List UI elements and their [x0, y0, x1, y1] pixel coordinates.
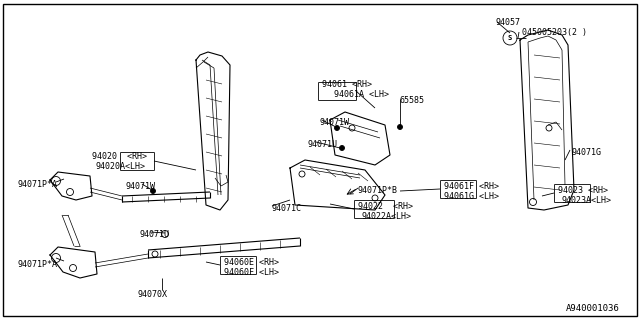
Text: 94071U: 94071U: [308, 140, 338, 149]
Text: A940001036: A940001036: [566, 304, 620, 313]
Text: 94020  <RH>: 94020 <RH>: [92, 152, 147, 161]
Text: S: S: [508, 35, 512, 41]
Text: 94060E <RH>: 94060E <RH>: [224, 258, 279, 267]
Text: 94070X: 94070X: [138, 290, 168, 299]
Text: 94022A<LH>: 94022A<LH>: [362, 212, 412, 221]
Text: 94071P*A: 94071P*A: [18, 180, 58, 189]
Circle shape: [335, 125, 339, 131]
Text: 94061 <RH>: 94061 <RH>: [322, 80, 372, 89]
Text: 94023 <RH>: 94023 <RH>: [558, 186, 608, 195]
Text: 94071P*B: 94071P*B: [358, 186, 398, 195]
Text: 94071W: 94071W: [126, 182, 156, 191]
Text: 65585: 65585: [400, 96, 425, 105]
Text: 045005203(2 ): 045005203(2 ): [522, 28, 587, 37]
Text: 94060F <LH>: 94060F <LH>: [224, 268, 279, 277]
Text: 94071C: 94071C: [272, 204, 302, 213]
Text: 94020A<LH>: 94020A<LH>: [96, 162, 146, 171]
Text: 94023A<LH>: 94023A<LH>: [562, 196, 612, 205]
Text: 94071G: 94071G: [572, 148, 602, 157]
Text: 94057: 94057: [495, 18, 520, 27]
Text: 94071U: 94071U: [140, 230, 170, 239]
Circle shape: [150, 188, 156, 194]
Circle shape: [339, 146, 344, 150]
Text: 94061A <LH>: 94061A <LH>: [334, 90, 389, 99]
Text: 94071W: 94071W: [320, 118, 350, 127]
Circle shape: [397, 124, 403, 130]
Text: 94022  <RH>: 94022 <RH>: [358, 202, 413, 211]
Text: 94061G <LH>: 94061G <LH>: [444, 192, 499, 201]
Text: 94061F <RH>: 94061F <RH>: [444, 182, 499, 191]
Text: 94071P*A: 94071P*A: [18, 260, 58, 269]
